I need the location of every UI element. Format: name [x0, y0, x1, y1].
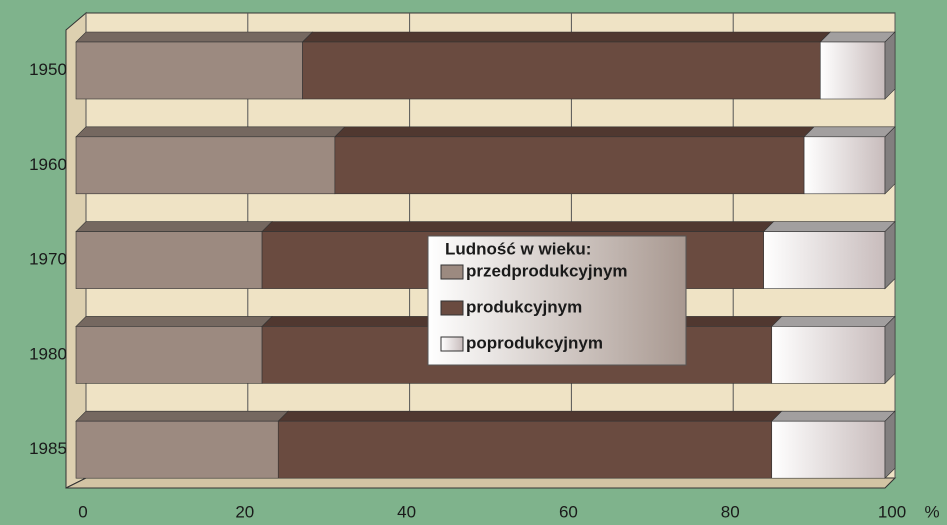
chart: % 0 20 40 60 80 100 1950 1960 1970 1980 1985 Ludnoś… [0, 0, 947, 525]
y-tick-label: 1985 [29, 439, 67, 458]
bar-side [885, 222, 895, 289]
bar [76, 326, 262, 383]
bar-top [764, 222, 895, 232]
bar-top [76, 411, 288, 421]
y-tick-label: 1960 [29, 155, 67, 174]
bar-top [278, 411, 781, 421]
x-tick-label: 0 [78, 502, 87, 521]
bar-side [885, 32, 895, 99]
bar-top [303, 32, 831, 42]
y-tick-label: 1970 [29, 250, 67, 269]
x-tick-label: 60 [559, 502, 578, 521]
x-tick-label: 80 [721, 502, 740, 521]
bar [335, 137, 804, 194]
legend-swatch [441, 337, 463, 351]
bar [278, 421, 771, 478]
bar-top [820, 32, 895, 42]
y-tick-label: 1950 [29, 60, 67, 79]
bar [764, 232, 885, 289]
bar-top [804, 127, 895, 137]
bar [772, 326, 885, 383]
legend-title: Ludność w wieku: [445, 239, 591, 258]
bar-top [262, 222, 774, 232]
bar-top [772, 411, 895, 421]
bar-top [76, 127, 345, 137]
bar [76, 42, 303, 99]
bar-top [76, 316, 272, 326]
bar-top [76, 32, 313, 42]
y-tick-label: 1980 [29, 344, 67, 363]
page: {"chart_data": {"type": "bar", "orientat… [0, 0, 947, 525]
legend-label: produkcyjnym [466, 297, 582, 316]
x-tick-label: 20 [235, 502, 254, 521]
bar [303, 42, 821, 99]
floor [66, 478, 895, 488]
legend-swatch [441, 265, 463, 279]
bar-top [335, 127, 814, 137]
bar [76, 137, 335, 194]
x-unit: % [924, 502, 939, 521]
bar-side [885, 316, 895, 383]
bar [804, 137, 885, 194]
bar [76, 232, 262, 289]
bar [76, 421, 278, 478]
legend-label: przedprodukcyjnym [466, 261, 628, 280]
bar [820, 42, 885, 99]
bar-side [885, 127, 895, 194]
bar-top [76, 222, 272, 232]
x-tick-label: 40 [397, 502, 416, 521]
legend-swatch [441, 301, 463, 315]
bar [772, 421, 885, 478]
bar-side [885, 411, 895, 478]
bar-top [772, 316, 895, 326]
legend-label: poprodukcyjnym [466, 333, 603, 352]
x-tick-label: 100 [878, 502, 906, 521]
